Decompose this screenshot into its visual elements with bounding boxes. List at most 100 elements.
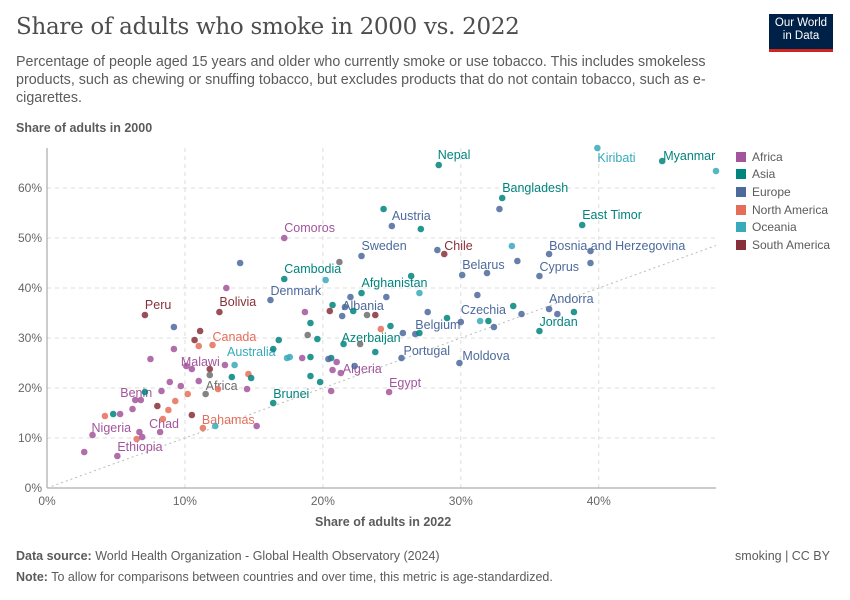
legend: Africa Asia Europe North America Oceania Sout… [736,148,830,254]
point-label: Australia [227,345,276,359]
x-tick-label: 30% [449,494,473,508]
data-point [351,362,358,370]
data-point [457,318,465,326]
data-point [498,194,506,202]
point-label: Portugal [404,344,451,358]
legend-item[interactable]: Europe [736,183,830,201]
owid-logo[interactable]: Our World in Data [769,14,833,52]
legend-item[interactable]: Oceania [736,218,830,236]
point-label: Bosnia and Herzegovina [549,239,685,253]
point-label: Africa [206,379,238,393]
data-point [138,433,146,441]
point-label: Comoros [284,221,335,235]
chart-subtitle: Percentage of people aged 15 years and o… [16,54,706,106]
data-point [456,359,463,367]
data-point [388,222,396,230]
x-tick-label: 40% [587,494,611,508]
data-point [196,327,204,335]
point-label: Azerbaijan [342,331,401,345]
point-label: Bahamas [202,413,255,427]
point-label: Chile [444,239,473,253]
data-point [476,317,484,325]
source-text[interactable]: World Health Organization - Global Healt… [95,549,440,563]
point-label: Andorra [549,292,594,306]
data-point [188,411,196,419]
data-point [578,221,586,229]
data-point [587,247,594,255]
data-point [509,302,517,310]
data-point [158,387,165,395]
note-label: Note: [16,570,48,584]
data-point [329,366,336,374]
legend-item[interactable]: South America [736,236,830,254]
data-point [383,293,390,301]
data-point [269,345,277,353]
data-point [89,431,96,439]
data-point [199,424,207,432]
y-tick-label: 50% [18,231,42,245]
legend-item[interactable]: North America [736,201,830,219]
data-point [236,259,244,267]
data-point [316,378,324,386]
legend-item[interactable]: Asia [736,166,830,184]
data-point [298,354,306,362]
license[interactable]: smoking | CC BY [735,549,830,563]
point-label: Albania [342,299,384,313]
data-point [434,246,441,254]
point-label: Bolivia [219,295,256,309]
point-label: Brunei [273,387,309,401]
data-point [399,329,407,337]
x-tick-label: 0% [38,494,56,508]
data-point [514,257,521,265]
data-point [243,385,251,393]
data-point [536,327,543,335]
point-label: Cambodia [284,262,341,276]
point-label: Nepal [438,148,471,162]
point-label: Kiribati [597,151,635,165]
point-label: Malawi [181,355,220,369]
data-point [304,331,312,339]
data-point [322,276,329,284]
logo-text: Our World in Data [774,17,828,42]
data-point [385,388,393,396]
data-point [171,397,179,405]
data-point [101,412,109,420]
data-point [206,365,214,373]
data-point [183,362,190,370]
data-point [191,336,198,344]
data-point [363,311,371,319]
data-point [211,422,219,430]
data-point [485,317,492,325]
data-point [131,396,139,404]
data-point [177,382,185,390]
data-point [358,252,365,260]
point-label: Peru [145,298,171,312]
point-label: Bangladesh [502,181,568,195]
data-point [594,144,601,152]
point-label: Moldova [462,349,509,363]
data-point [329,301,336,309]
data-point [231,361,238,369]
data-point [440,250,448,258]
data-point [496,205,503,213]
data-point [341,303,349,311]
data-point [216,308,223,316]
data-point [377,325,385,333]
data-point [166,378,174,386]
legend-swatch [736,151,746,162]
data-point [398,354,405,362]
legend-label: Europe [752,184,791,199]
data-point [206,371,214,379]
legend-item[interactable]: Africa [736,148,830,166]
data-point [116,410,124,418]
point-label: Afghanistan [361,276,427,290]
data-point [587,259,594,267]
data-point [80,448,88,456]
data-point [545,305,553,313]
data-point [147,355,154,363]
data-point [195,342,203,350]
point-label: Nigeria [92,421,132,435]
point-label: Cyprus [539,260,579,274]
data-point [137,396,145,404]
data-point [156,428,164,436]
